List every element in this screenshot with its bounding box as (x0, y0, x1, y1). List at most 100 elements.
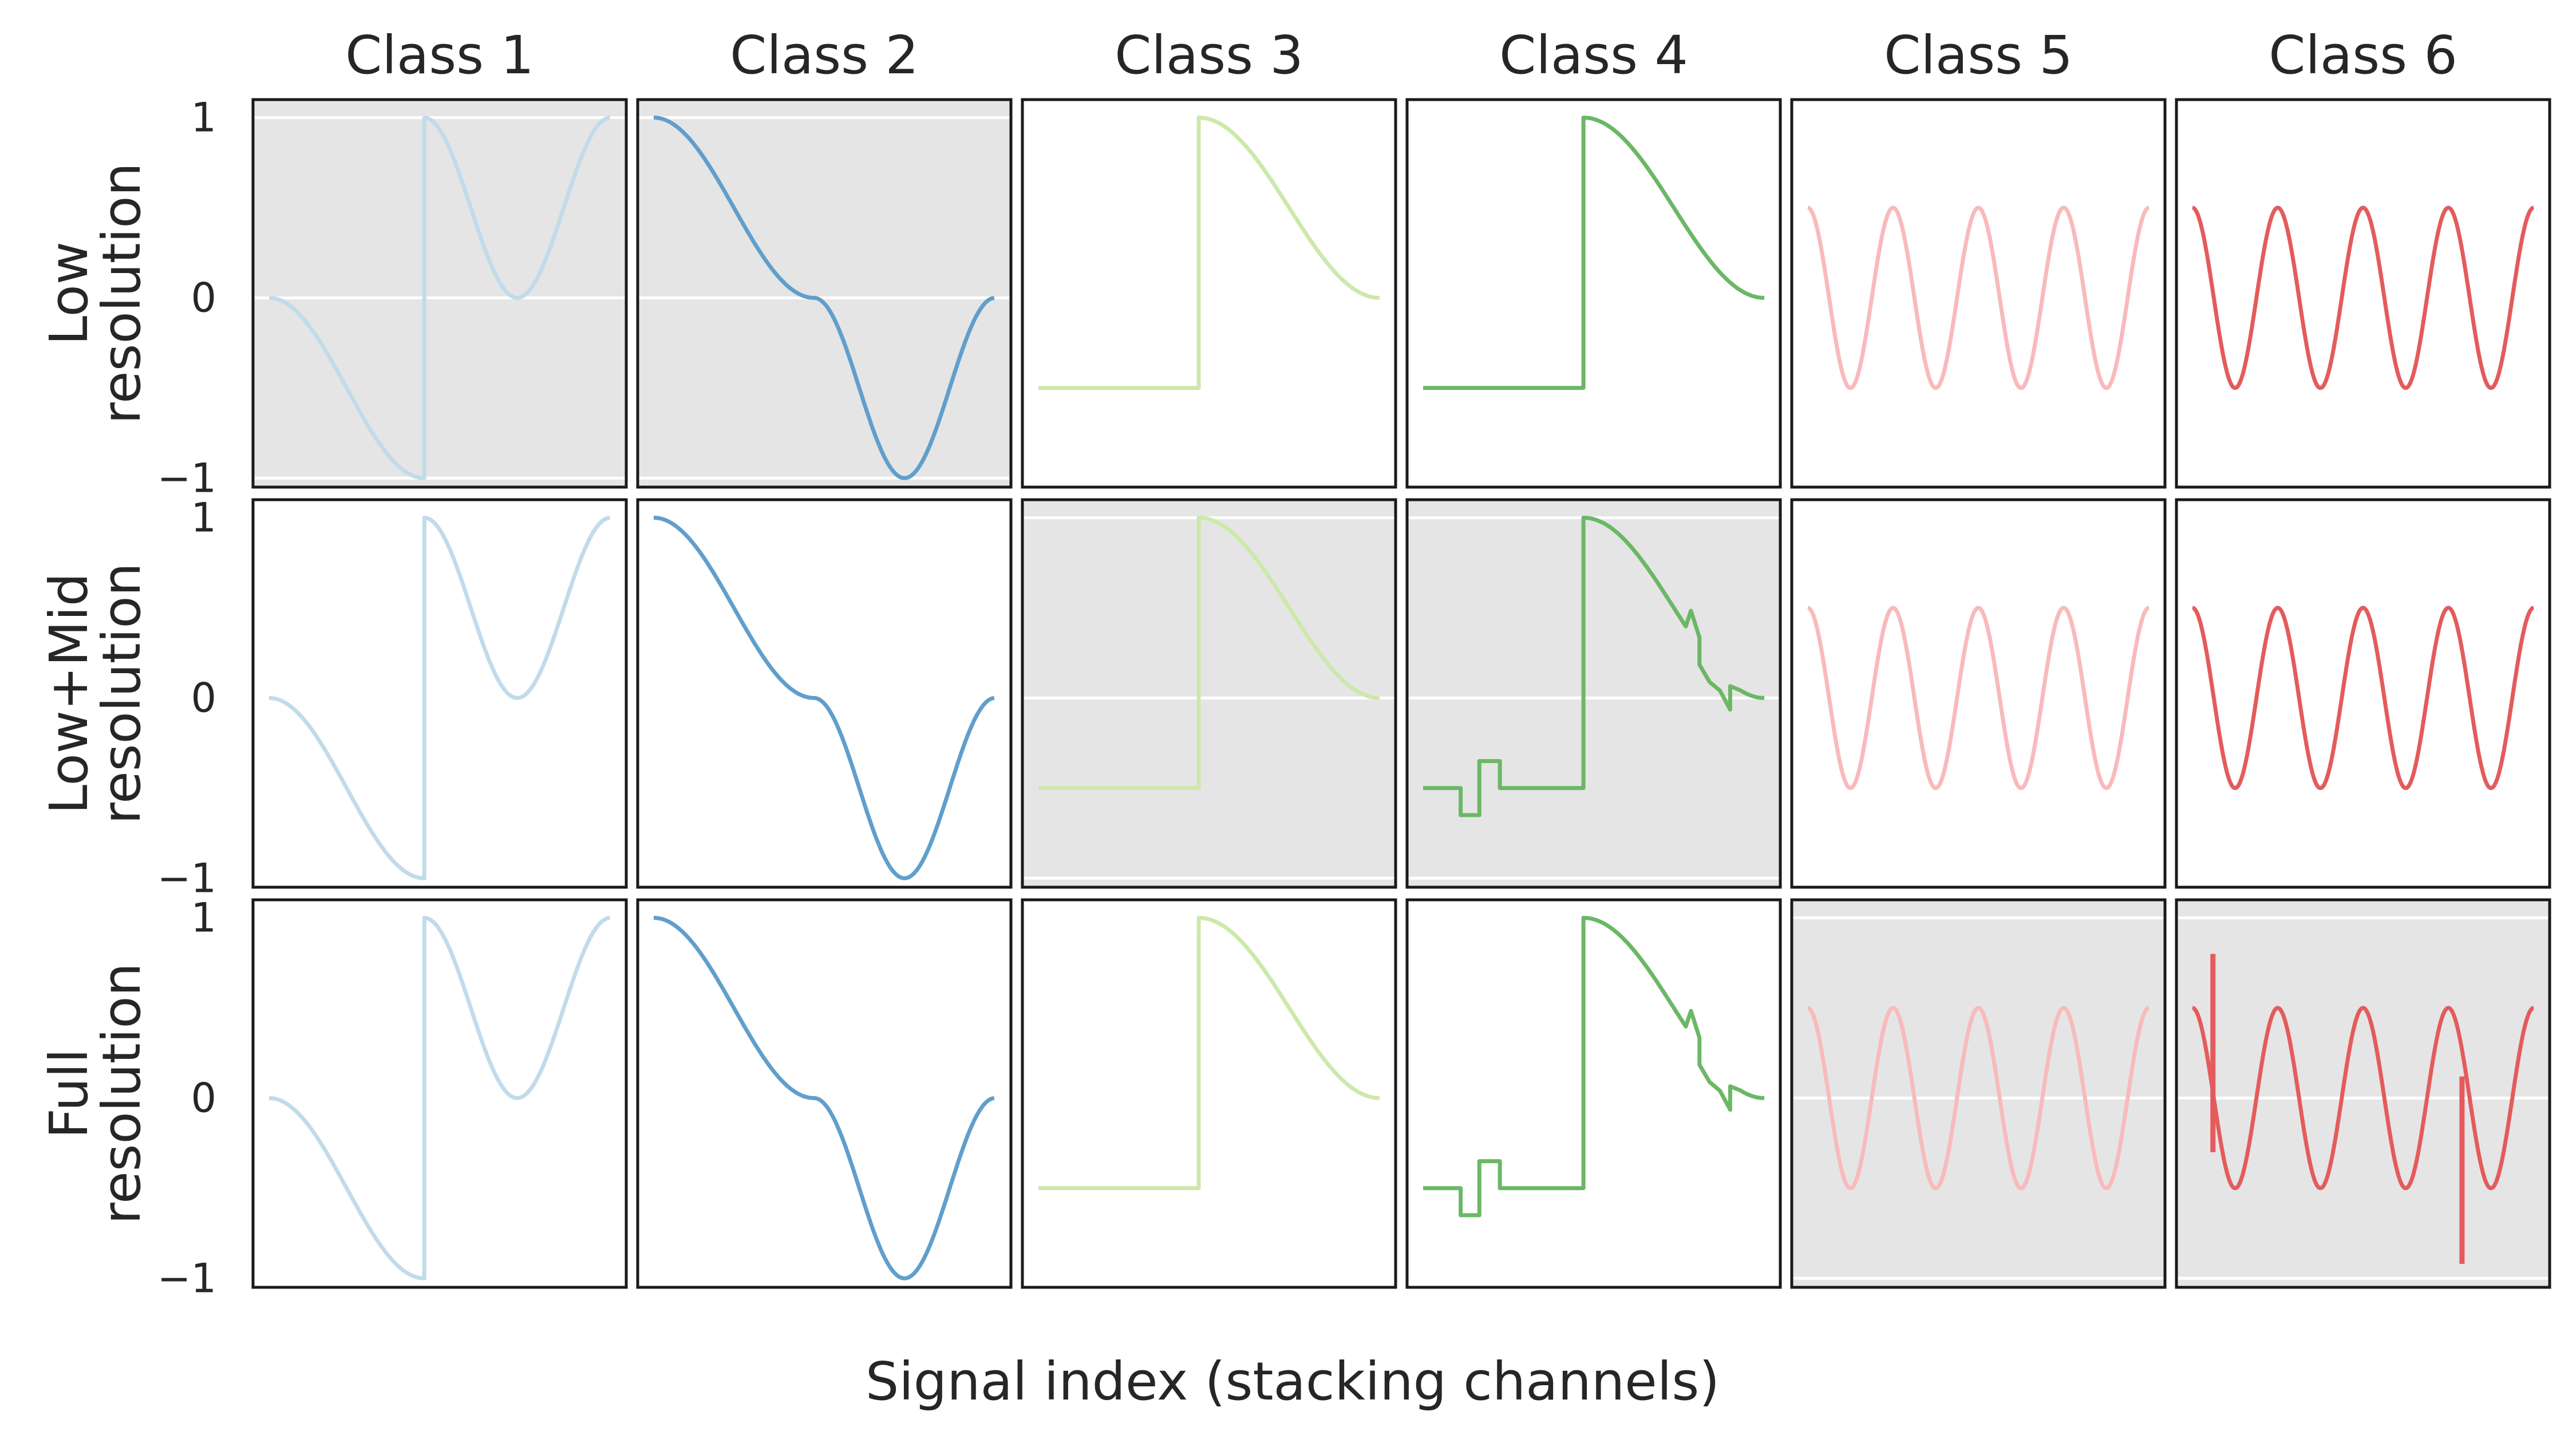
series-line-class-4 (1423, 916, 1765, 1217)
panel-background (1407, 900, 1780, 1287)
panel-border (636, 98, 1013, 489)
panel-r2-c1 (251, 498, 628, 889)
series-line-class-6 (2191, 205, 2535, 390)
panel-background (1407, 500, 1780, 887)
y-tick-label: 1 (191, 494, 216, 541)
series-line-class-1 (268, 116, 611, 480)
series-line-class-5 (1806, 606, 2151, 790)
series-line-class-4 (1423, 516, 1765, 817)
column-title: Class 1 (345, 25, 534, 86)
panel-background (638, 500, 1011, 887)
panel-r1-c4 (1405, 98, 1782, 489)
panel-r1-c5 (1790, 98, 2167, 489)
row-label-line: resolution (91, 563, 152, 824)
panel-background (1792, 500, 2165, 887)
panel-border (251, 498, 628, 889)
row-labels: LowresolutionLow+MidresolutionFullresolu… (38, 163, 152, 1224)
column-title: Class 2 (730, 25, 919, 86)
panel-background (1792, 100, 2165, 487)
panel-border (636, 898, 1013, 1289)
series-line-class-5 (1806, 1006, 2151, 1191)
series-line-class-3 (1038, 916, 1380, 1191)
row-label-line: Low+Mid (38, 573, 100, 815)
panel-r2-c6 (2175, 498, 2551, 889)
column-title: Class 5 (1884, 25, 2073, 86)
panel-border (1405, 498, 1782, 889)
panel-border (636, 498, 1013, 889)
row-label-line: resolution (91, 163, 152, 424)
panel-border (1021, 98, 1397, 489)
row-label-line: resolution (91, 963, 152, 1224)
panel-r1-c3 (1021, 98, 1397, 489)
series-line-class-5 (1806, 205, 2151, 390)
column-title: Class 4 (1499, 25, 1688, 86)
panel-background (253, 500, 626, 887)
panel-r2-c5 (1790, 498, 2167, 889)
panel-r3-c4 (1405, 898, 1782, 1289)
panel-border (1021, 898, 1397, 1289)
panel-background (1022, 100, 1396, 487)
panel-grid (251, 98, 2551, 1289)
panel-border (2175, 98, 2551, 489)
panel-border (251, 98, 628, 489)
y-tick-label: 0 (191, 674, 216, 721)
panel-border (1790, 498, 2167, 889)
panel-border (1021, 498, 1397, 889)
panel-background (1792, 900, 2165, 1287)
panel-border (251, 898, 628, 1289)
panel-r2-c4 (1405, 498, 1782, 889)
y-tick-label: −1 (157, 1255, 216, 1302)
row-label-line: Low (38, 242, 100, 345)
panel-r3-c6 (2175, 898, 2551, 1289)
panel-background (1022, 500, 1396, 887)
panel-background (253, 900, 626, 1287)
panel-background (2176, 500, 2550, 887)
series-line-class-6 (2191, 606, 2535, 790)
panel-border (1405, 898, 1782, 1289)
panel-background (1407, 100, 1780, 487)
panel-background (638, 100, 1011, 487)
row-label: Low+Midresolution (38, 563, 152, 824)
y-tick-label: 0 (191, 1074, 216, 1121)
panel-background (1022, 900, 1396, 1287)
column-title: Class 6 (2269, 25, 2458, 86)
series-line-class-1 (268, 916, 611, 1280)
y-tick-label: 1 (191, 94, 216, 141)
y-tick-label: 0 (191, 274, 216, 321)
panel-border (1790, 98, 2167, 489)
panel-r1-c6 (2175, 98, 2551, 489)
y-tick-label: 1 (191, 894, 216, 941)
series-line-class-2 (653, 516, 995, 880)
panel-r3-c3 (1021, 898, 1397, 1289)
panel-border (2175, 498, 2551, 889)
panel-r1-c2 (636, 98, 1013, 489)
panel-r2-c2 (636, 498, 1013, 889)
series-line-class-1 (268, 516, 611, 880)
panel-border (1790, 898, 2167, 1289)
series-line-class-3 (1038, 116, 1380, 390)
series-line-class-2 (653, 916, 995, 1280)
series-line-class-2 (653, 116, 995, 480)
row-label: Lowresolution (38, 163, 152, 424)
panel-r3-c1 (251, 898, 628, 1289)
panel-border (1405, 98, 1782, 489)
panel-background (638, 900, 1011, 1287)
panel-r3-c2 (636, 898, 1013, 1289)
y-tick-label: −1 (157, 855, 216, 902)
panel-r1-c1 (251, 98, 628, 489)
column-title: Class 3 (1115, 25, 1303, 86)
panel-r2-c3 (1021, 498, 1397, 889)
panel-r3-c5 (1790, 898, 2167, 1289)
row-label: Fullresolution (38, 963, 152, 1224)
panel-background (2176, 100, 2550, 487)
panel-border (2175, 898, 2551, 1289)
column-titles: Class 1 Class 2 Class 3 Class 4 Class 5 Class… (345, 25, 2458, 86)
y-tick-label: −1 (157, 454, 216, 501)
panel-background (253, 100, 626, 487)
panel-background (2176, 900, 2550, 1287)
x-axis-label: Signal index (stacking channels) (866, 1351, 1720, 1412)
series-line-class-4 (1423, 116, 1765, 390)
series-line-class-6 (2191, 1006, 2535, 1191)
series-line-class-3 (1038, 516, 1380, 790)
